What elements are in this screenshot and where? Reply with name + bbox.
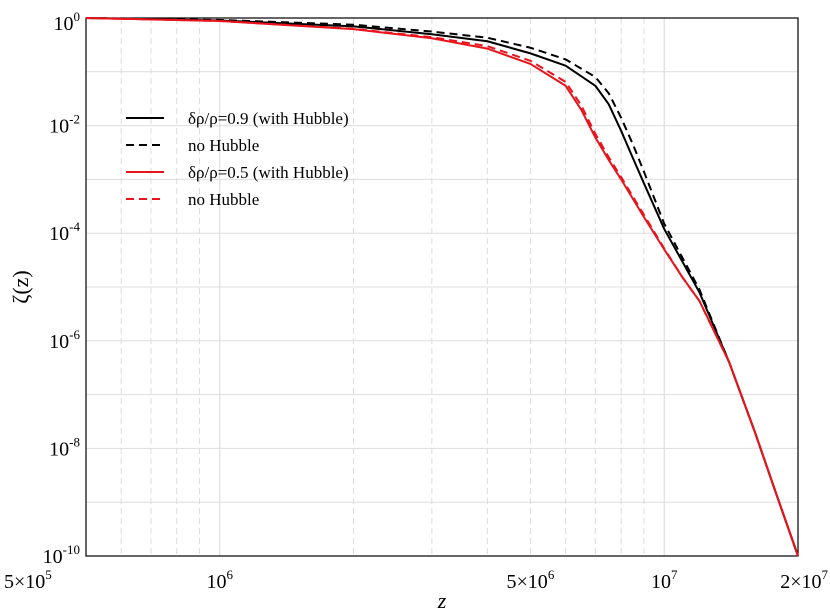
x-tick-label: 107 <box>651 567 678 593</box>
y-tick-label: 10-4 <box>49 219 80 245</box>
legend: δρ/ρ=0.9 (with Hubble) no Hubble δρ/ρ=0.5 … <box>126 109 349 209</box>
x-tick-labels: 5×105 106 5×106 107 2×107 <box>4 567 829 593</box>
plot-frame <box>85 17 799 557</box>
y-tick-label: 10-2 <box>49 112 80 138</box>
legend-entry-label: no Hubble <box>188 190 259 209</box>
y-tick-labels: 100 10-2 10-4 10-6 10-8 10-10 <box>43 9 81 568</box>
x-tick-label: 106 <box>207 567 234 593</box>
x-tick-label: 5×106 <box>507 567 555 593</box>
y-tick-label: 10-8 <box>49 434 80 460</box>
x-axis-label: z <box>437 588 447 612</box>
series-line-3 <box>85 17 799 557</box>
y-tick-label: 100 <box>54 9 81 35</box>
series-group <box>85 17 799 557</box>
legend-entry-label: δρ/ρ=0.5 (with Hubble) <box>188 163 349 182</box>
series-line-4 <box>85 17 799 557</box>
legend-entry-label: δρ/ρ=0.9 (with Hubble) <box>188 109 349 128</box>
x-tick-label: 5×105 <box>4 567 52 593</box>
y-axis-label: ζ(z) <box>8 270 33 304</box>
legend-entry-label: no Hubble <box>188 136 259 155</box>
x-tick-label: 2×107 <box>780 567 828 593</box>
grid-lines <box>86 17 798 557</box>
y-tick-label: 10-10 <box>43 542 80 568</box>
y-tick-label: 10-6 <box>49 327 80 353</box>
